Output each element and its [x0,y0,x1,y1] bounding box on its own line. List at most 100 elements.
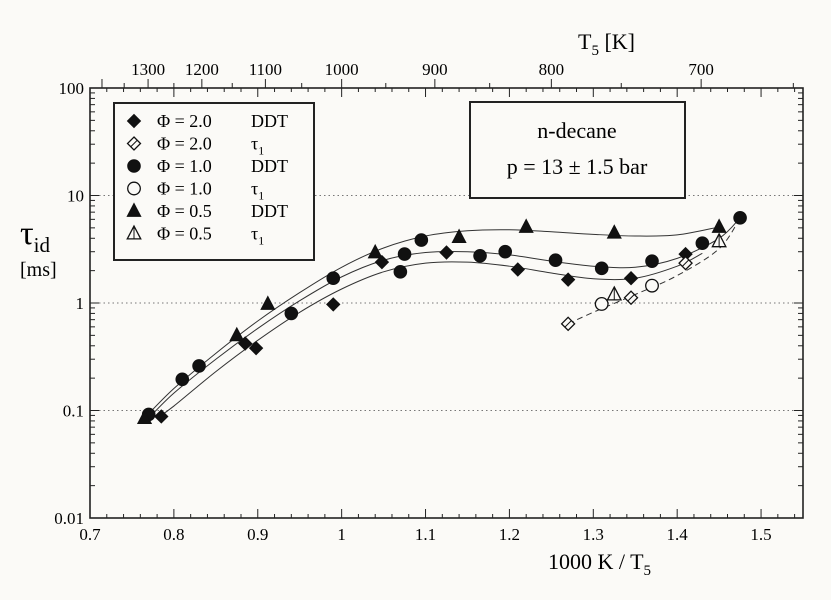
legend-label-type-main: τ [251,179,258,199]
data-point-circle-filled [414,233,429,247]
data-point-diamond-filled [510,262,526,277]
x-axis-title-sub: 5 [644,563,652,579]
x-tick-label: 1.4 [667,525,689,544]
top-axis-title-sub: 5 [591,43,599,59]
data-point-circle-filled [594,261,609,276]
y-tick-label: 0.1 [63,402,84,421]
legend-label-type-main: DDT [251,111,288,131]
y-tick-label: 100 [59,79,85,98]
data-point-circle-filled [175,372,190,387]
y-axis-title-sub: id [34,233,51,257]
fit-curve [156,252,703,419]
data-point-circle-filled [733,211,747,225]
data-point-circle-filled [393,265,408,279]
top-tick-label: 1300 [131,60,165,79]
data-point-circle-filled [473,248,487,263]
data-point-diamond-open-stroke [564,320,572,328]
legend-label-type-main: DDT [251,156,288,176]
data-point-triangle-filled [606,224,622,239]
data-point-diamond-filled [439,245,454,260]
fit-curve-dashed [567,217,741,325]
legend-label-type: DDT [251,156,288,176]
legend-marker-diamond-filled [126,113,142,129]
legend-label-type-sub: 1 [258,189,264,203]
legend-label-type-main: τ [251,134,258,154]
data-point-diamond-open-stroke [681,259,690,267]
x-tick-label: 1.2 [499,525,520,544]
legend-label-phi: Φ = 1.0 [157,156,212,176]
data-point-triangle-filled [367,243,383,259]
legend-label-type-sub: 1 [258,144,264,158]
data-point-triangle-filled [229,326,245,342]
top-axis-title-main: T [578,29,592,54]
data-points [136,211,747,424]
data-point-diamond-filled [560,272,576,287]
y-tick-label: 10 [67,187,84,206]
y-axis-title: τid [20,215,51,257]
data-point-circle-filled [695,236,710,250]
top-axis-ticks: 1300 1200 1100 1000 900 800 700 [101,60,794,88]
legend-label-phi: Φ = 0.5 [157,201,212,221]
legend-label-type: DDT [251,111,288,131]
data-point-diamond-filled [374,254,390,270]
data-point-triangle-filled [260,295,276,310]
data-point-triangle-filled [518,218,534,233]
legend-label-type: DDT [251,201,288,221]
x-tick-label: 1.1 [415,525,436,544]
x-tick-label: 1.5 [750,525,771,544]
top-tick-label: 900 [422,60,448,79]
data-point-diamond-filled [248,340,264,356]
legend-label-type-sub: 1 [258,234,264,248]
data-point-circle-filled [548,253,563,268]
legend-label-type: τ1 [251,134,264,158]
y-axis-ticks: 0.01 0.1 1 10 100 [54,79,803,528]
x-axis-title-main: 1000 K / T [548,549,644,574]
legend-label-phi: Φ = 2.0 [157,111,212,131]
legend-marker-circle-open [127,181,141,196]
data-point-circle-filled [645,254,659,268]
top-axis-title-unit: [K] [599,29,635,54]
data-point-diamond-open-stroke [627,294,635,302]
top-tick-label: 1100 [249,60,282,79]
data-point-circle-filled [498,244,513,259]
data-point-circle-open [645,278,659,293]
x-tick-label: 1.3 [583,525,604,544]
data-point-diamond-filled [154,409,169,424]
annotation-box: n-decane p = 13 ± 1.5 bar [469,101,686,199]
legend-label-type-main: DDT [251,201,288,221]
data-point-circle-filled [397,247,412,261]
legend-box [113,102,315,261]
top-tick-label: 800 [539,60,565,79]
data-point-triangle-filled [136,409,153,424]
y-axis-unit: [ms] [20,259,57,281]
data-point-circle-filled [192,359,206,373]
x-tick-label: 0.7 [79,525,101,544]
data-point-circle-open [594,296,609,311]
y-axis-title-main: τ [20,215,34,252]
x-axis-ticks: 0.7 0.8 0.9 1 1.1 1.2 1.3 1.4 1.5 [79,88,796,544]
data-point-circle-filled [284,306,299,321]
legend-marker-circle-filled [127,159,141,173]
legend-label-phi: Φ = 1.0 [157,179,212,199]
legend-marker-diamond-open-stroke [130,139,138,148]
data-point-diamond-filled [326,297,341,312]
legend-label-phi: Φ = 2.0 [157,134,212,154]
top-tick-label: 1200 [185,60,219,79]
legend-label-type-main: τ [251,224,258,244]
x-tick-label: 0.9 [247,525,268,544]
y-tick-label: 0.01 [54,509,84,528]
data-point-diamond-filled [623,271,639,286]
x-axis-title: 1000 K / T5 [548,549,651,579]
top-tick-label: 1000 [325,60,359,79]
annotation-line-2: p = 13 ± 1.5 bar [507,154,648,179]
x-tick-label: 1 [337,525,346,544]
top-axis-title: T5 [K] [578,29,635,59]
data-point-triangle-filled [711,218,727,233]
y-tick-label: 1 [76,294,85,313]
data-point-triangle-filled [451,228,467,244]
legend-label-type: τ1 [251,224,264,248]
legend-label-type: τ1 [251,179,264,203]
annotation-line-1: n-decane [537,118,616,143]
